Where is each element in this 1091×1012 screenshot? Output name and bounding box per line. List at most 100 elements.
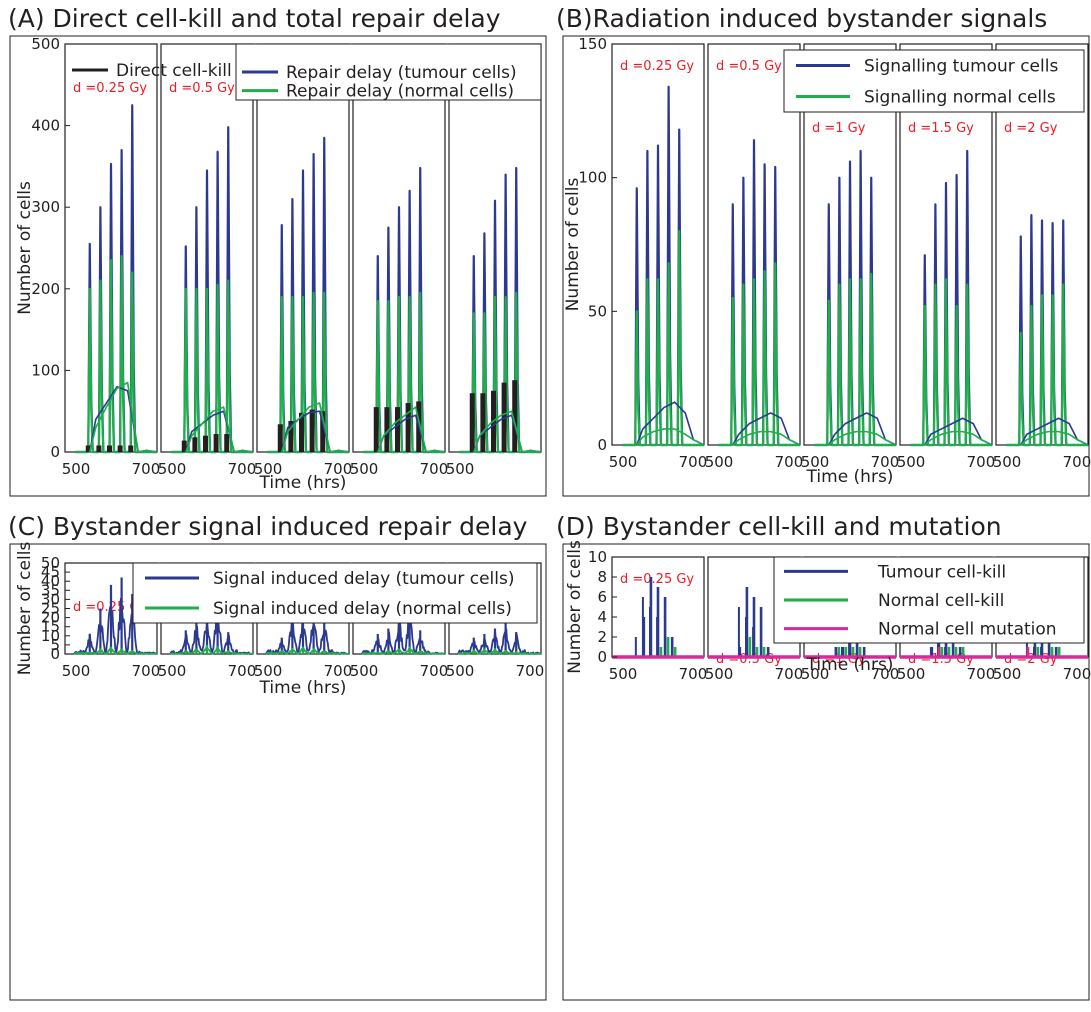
kill-bar	[192, 437, 198, 452]
panel-b: (B)Radiation induced bystander signals d …	[556, 4, 1091, 497]
series-line-normal	[361, 647, 446, 655]
y-tick-label: 150	[578, 35, 607, 53]
y-tick-label: 10	[41, 627, 60, 645]
panel-title: (A) Direct cell-kill and total repair de…	[8, 4, 501, 33]
x-tick-label: 500	[705, 665, 734, 683]
x-axis-label: Time (hrs)	[259, 678, 347, 698]
y-tick-label: 0	[50, 645, 60, 663]
subplot-1: d =0.25 Gy	[611, 556, 705, 659]
kill-bar	[320, 411, 326, 452]
x-tick-label: 700	[132, 662, 161, 680]
dose-label: d =0.25 Gy	[620, 572, 694, 587]
x-axis-label: Time (hrs)	[806, 467, 894, 487]
series-line-tumour	[169, 610, 254, 655]
y-tick-label: 6	[597, 588, 607, 606]
series-line-normal	[622, 230, 704, 447]
subplot-1: d =0.25 Gy	[64, 562, 158, 655]
legend-label: Signal induced delay (tumour cells)	[213, 569, 514, 589]
decay-trace	[1020, 430, 1089, 446]
series-line-normal	[75, 255, 157, 454]
decay-trace	[636, 401, 705, 446]
x-tick-label: 500	[254, 460, 283, 478]
x-tick-label: 500	[897, 453, 926, 471]
kill-bar	[85, 445, 91, 452]
x-tick-label: 700	[132, 460, 161, 478]
subplot-5: d =2 Gy	[448, 43, 542, 454]
y-tick-label: 50	[588, 302, 607, 320]
x-tick-label: 500	[993, 453, 1022, 471]
legend-label: Signalling tumour cells	[864, 57, 1058, 77]
series-line-normal	[73, 647, 158, 655]
legend: Direct cell-kill Repair delay (tumour cel…	[72, 43, 542, 102]
x-tick-label: 700	[1063, 665, 1091, 683]
y-tick-label: 15	[41, 618, 60, 636]
x-tick-label: 500	[446, 460, 475, 478]
series-line-normal	[718, 262, 800, 447]
x-tick-label: 500	[705, 453, 734, 471]
x-tick-label: 500	[62, 662, 91, 680]
y-tick-label: 35	[41, 581, 60, 599]
y-axis-label: Number of cells	[563, 178, 583, 312]
kill-bar	[107, 445, 112, 452]
decay-trace	[377, 406, 446, 453]
y-tick-label: 20	[41, 609, 60, 627]
decay-trace	[1020, 417, 1089, 446]
y-axis-label: Number of cells	[565, 540, 585, 674]
series-line-normal	[814, 272, 896, 447]
x-tick-label: 700	[324, 460, 353, 478]
dose-label: d =0.25 Gy	[620, 59, 694, 74]
decay-trace	[732, 430, 801, 446]
y-tick-label: 500	[31, 35, 60, 53]
panel-title: (D) Bystander cell-kill and mutation	[556, 512, 1002, 541]
series-line-normal	[910, 278, 992, 447]
kill-bar	[203, 435, 208, 452]
kill-bar	[299, 412, 304, 452]
x-tick-label: 700	[679, 665, 708, 683]
series-line-normal	[265, 647, 350, 655]
x-tick-label: 500	[446, 662, 475, 680]
kill-bar	[224, 434, 230, 452]
panel-frame	[562, 35, 1090, 497]
y-tick-label: 400	[31, 117, 60, 135]
decay-trace	[281, 402, 350, 453]
subplot-1: d =0.25 Gy	[64, 43, 158, 454]
x-tick-label: 500	[350, 662, 379, 680]
x-tick-label: 700	[516, 662, 545, 680]
x-tick-label: 500	[993, 665, 1022, 683]
kill-bar	[512, 380, 518, 452]
kill-bar	[384, 407, 390, 452]
decay-trace	[473, 410, 542, 453]
x-tick-label: 500	[609, 665, 638, 683]
subplot-2: d =0.5 Gy	[160, 43, 254, 454]
x-tick-label: 700	[775, 665, 804, 683]
series-line-tumour	[361, 614, 446, 655]
y-tick-label: 0	[50, 443, 60, 461]
x-tick-label: 500	[158, 662, 187, 680]
dose-label: d =0.25 Gy	[73, 81, 147, 96]
x-tick-label: 700	[775, 453, 804, 471]
legend: Tumour cell-kill Normal cell-kill Normal c…	[773, 556, 1085, 644]
legend-label: Normal cell mutation	[878, 620, 1057, 640]
panel-c: (C) Bystander signal induced repair dela…	[8, 512, 547, 1001]
decay-trace	[828, 412, 897, 446]
kill-bar	[181, 440, 187, 452]
legend: Signalling tumour cells Signalling normal…	[783, 49, 1085, 113]
panel-frame	[9, 543, 547, 1001]
x-tick-label: 700	[420, 460, 449, 478]
series-line-normal	[459, 291, 541, 454]
x-tick-label: 500	[801, 453, 830, 471]
legend-box	[783, 49, 1085, 113]
subplot-4: d =1.5 Gy	[352, 43, 446, 454]
kill-bar	[288, 420, 294, 452]
legend-label: Repair delay (tumour cells)	[286, 63, 517, 83]
kill-bar	[213, 434, 219, 452]
series-line-normal	[267, 291, 349, 454]
decay-trace	[924, 430, 993, 446]
x-tick-label: 700	[420, 662, 449, 680]
kill-bar	[117, 445, 123, 452]
x-tick-label: 700	[967, 453, 996, 471]
panel-d: (D) Bystander cell-kill and mutation d =0…	[556, 512, 1091, 1001]
y-axis-label: Number of cells	[15, 181, 35, 315]
y-tick-label: 40	[41, 572, 60, 590]
